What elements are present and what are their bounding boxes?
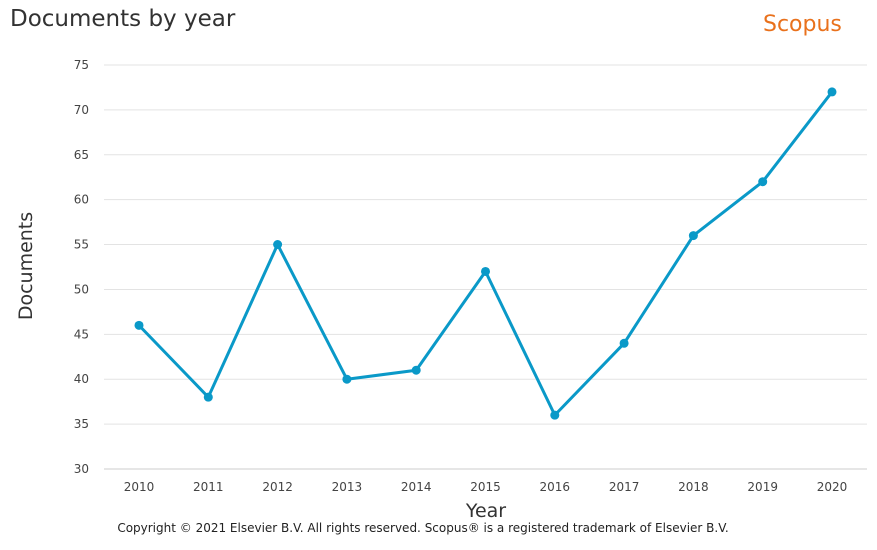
data-point[interactable]	[342, 374, 352, 384]
data-point[interactable]	[273, 240, 283, 250]
x-axis-ticks: 2010 2011 2012 2013 2014 2015 2016 2017 2018 2019…	[124, 480, 848, 494]
y-axis-ticks: 75 70 65 60 55 50 45 40 35 30	[74, 58, 89, 476]
x-tick-label: 2018	[678, 480, 709, 494]
y-axis-label: Documents	[15, 212, 37, 320]
y-tick-label: 45	[74, 327, 89, 341]
x-tick-label: 2013	[332, 480, 363, 494]
y-tick-label: 50	[74, 282, 89, 296]
chart-title: Documents by year	[10, 6, 236, 32]
x-tick-label: 2011	[193, 480, 224, 494]
x-tick-label: 2010	[124, 480, 155, 494]
y-tick-label: 30	[74, 462, 89, 476]
data-point[interactable]	[550, 410, 560, 420]
data-point[interactable]	[134, 320, 144, 330]
data-points	[134, 87, 837, 420]
x-tick-label: 2017	[609, 480, 640, 494]
x-tick-label: 2015	[470, 480, 501, 494]
x-tick-label: 2019	[747, 480, 778, 494]
x-axis-label: Year	[465, 500, 506, 522]
scopus-logo: Scopus	[763, 12, 842, 37]
copyright-notice: Copyright © 2021 Elsevier B.V. All right…	[117, 521, 729, 535]
y-tick-label: 60	[74, 193, 89, 207]
x-tick-label: 2016	[540, 480, 571, 494]
y-tick-label: 70	[74, 103, 89, 117]
data-point[interactable]	[688, 231, 698, 241]
y-tick-label: 75	[74, 58, 89, 72]
x-tick-label: 2014	[401, 480, 432, 494]
y-tick-label: 35	[74, 417, 89, 431]
y-tick-label: 55	[74, 238, 89, 252]
x-tick-label: 2020	[817, 480, 848, 494]
data-point[interactable]	[758, 177, 768, 187]
data-point[interactable]	[619, 338, 629, 348]
y-tick-label: 40	[74, 372, 89, 386]
data-point[interactable]	[203, 392, 213, 402]
data-point[interactable]	[827, 87, 837, 97]
x-tick-label: 2012	[262, 480, 293, 494]
series-line	[137, 91, 834, 417]
data-point[interactable]	[481, 266, 490, 276]
data-point[interactable]	[411, 365, 421, 375]
y-tick-label: 65	[74, 148, 89, 162]
